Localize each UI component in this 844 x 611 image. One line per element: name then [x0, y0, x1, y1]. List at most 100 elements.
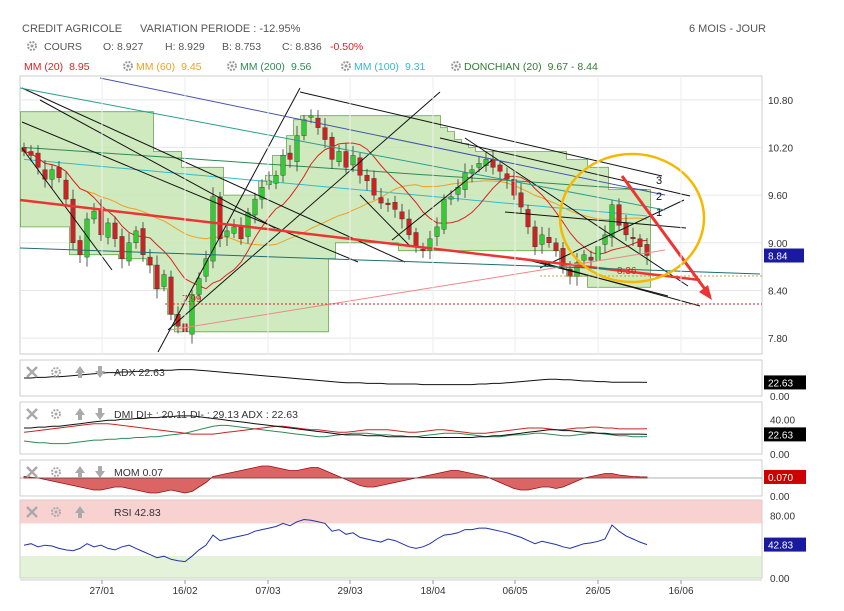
- candle-body: [77, 240, 83, 255]
- candle-body: [140, 228, 146, 255]
- rsi-overbought-band: [20, 500, 762, 524]
- arrow-up-icon[interactable]: [75, 366, 85, 378]
- gear-ring: [227, 61, 237, 71]
- legend-cours-item: O: 8.927: [103, 41, 143, 53]
- indicator-y-tick: 40.00: [770, 415, 795, 426]
- arrow-down-icon[interactable]: [95, 408, 105, 420]
- indicator-plot-area: [19, 359, 763, 397]
- x-tick-label: 27/01: [89, 586, 114, 597]
- gear-hub: [344, 64, 348, 68]
- trend-line: [21, 121, 359, 263]
- x-axis: 27/01 16/02 07/03 29/03 18/04 06/05 26/05 16/06: [20, 579, 762, 597]
- candle-body: [420, 248, 426, 251]
- candle-body: [35, 152, 41, 168]
- close-icon-stroke: [26, 408, 38, 420]
- gear-icon[interactable]: [51, 409, 61, 419]
- candle-body: [448, 196, 454, 200]
- candle-body: [259, 186, 265, 200]
- candle-body: [630, 237, 636, 240]
- close-icon[interactable]: [26, 506, 38, 518]
- candle-body: [322, 127, 328, 140]
- indicator-badge-label: 22.63: [768, 430, 793, 441]
- candle-body: [133, 230, 139, 243]
- arrow-head: [699, 285, 712, 300]
- legend-indicator-item: MM (100) 9.31: [354, 61, 426, 73]
- candle-body: [238, 226, 244, 240]
- y-tick-label: 7.80: [768, 334, 788, 345]
- candle-body: [168, 276, 174, 315]
- candle-body: [476, 163, 482, 168]
- legend-indicator-item: MM (200) 9.56: [240, 61, 312, 73]
- trend-line: [464, 137, 689, 287]
- candle-body: [581, 254, 587, 261]
- gear-hub: [30, 44, 34, 48]
- indicator-y-tick: 0.00: [770, 392, 790, 403]
- candle-body: [497, 164, 503, 172]
- arrow-down-icon[interactable]: [95, 466, 105, 478]
- arrow-up-icon[interactable]: [75, 408, 85, 420]
- gear-icon[interactable]: [51, 507, 61, 517]
- gear-hub: [54, 370, 58, 374]
- indicator-value-badge: [764, 469, 806, 484]
- last-price-badge: [764, 248, 804, 263]
- moving-average-line: [23, 142, 648, 290]
- candle-body: [539, 234, 545, 245]
- legend: COURS O: 8.927 H: 8.929 B: 8.753 C: 8.836 -0.…: [24, 41, 598, 73]
- gear-icon[interactable]: [51, 367, 61, 377]
- gear-icon[interactable]: [451, 61, 461, 71]
- close-icon[interactable]: [26, 366, 38, 378]
- y-tick-label: 8.40: [768, 286, 788, 297]
- gear-ring: [51, 367, 61, 377]
- gear-icon[interactable]: [123, 61, 133, 71]
- arrow-up-icon[interactable]: [75, 466, 85, 478]
- candle-body: [350, 155, 356, 166]
- legend-indicator-item: MM (20) 8.95: [24, 61, 90, 73]
- legend-cours-item: B: 8.753: [222, 41, 261, 53]
- candle-body: [336, 151, 342, 162]
- candle-body: [364, 175, 370, 182]
- candle-body: [427, 238, 433, 251]
- trend-line: [504, 211, 687, 229]
- x-tick-label: 29/03: [337, 586, 362, 597]
- close-icon[interactable]: [26, 466, 38, 478]
- gear-icon[interactable]: [27, 41, 37, 51]
- gear-icon[interactable]: [341, 61, 351, 71]
- candle-body: [294, 135, 300, 162]
- trend-line: [359, 194, 411, 247]
- indicator-line: [23, 424, 648, 445]
- gear-ring: [51, 409, 61, 419]
- candle-body: [385, 202, 391, 205]
- gear-icon[interactable]: [227, 61, 237, 71]
- candle-body: [161, 274, 167, 287]
- gear-ring: [341, 61, 351, 71]
- candle-body: [84, 218, 90, 258]
- candle-body: [511, 179, 517, 196]
- arrow-down-icon[interactable]: [95, 366, 105, 378]
- variation-label: VARIATION PERIODE : -12.95%: [140, 23, 301, 35]
- close-icon[interactable]: [26, 408, 38, 420]
- indicator-value-badge: [764, 375, 806, 390]
- candle-body: [518, 192, 524, 208]
- candle-body: [602, 234, 608, 245]
- candle-body: [189, 294, 195, 335]
- moving-average-line: [23, 147, 648, 191]
- candle-body: [147, 256, 153, 266]
- y-tick-label: 10.80: [768, 96, 793, 107]
- x-tick-label: 18/04: [420, 586, 445, 597]
- candle-body: [63, 179, 69, 200]
- period-label[interactable]: 6 MOIS - JOUR: [689, 23, 766, 35]
- candle-body: [301, 119, 307, 136]
- support-label: 8.36: [617, 266, 637, 277]
- gear-ring: [451, 61, 461, 71]
- projection-arrow: [620, 175, 712, 297]
- gear-icon[interactable]: [51, 467, 61, 477]
- candle-body: [588, 256, 594, 261]
- candle-body: [119, 236, 125, 259]
- indicator-y-tick: 80.00: [770, 512, 795, 523]
- y-tick-label: 9.00: [768, 239, 788, 250]
- candle-body: [623, 222, 629, 236]
- candle-body: [343, 151, 349, 168]
- trend-line: [539, 199, 685, 269]
- arrow-up-icon[interactable]: [75, 506, 85, 518]
- indicator-badge-label: 22.63: [768, 378, 793, 389]
